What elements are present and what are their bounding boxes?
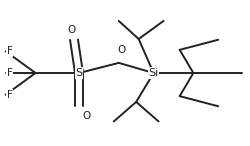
Text: F: F — [7, 90, 13, 100]
Text: O: O — [68, 25, 76, 35]
Text: Si: Si — [148, 68, 159, 78]
Text: F: F — [7, 46, 13, 56]
Text: O: O — [82, 111, 90, 121]
Text: F: F — [7, 68, 13, 78]
Text: S: S — [76, 68, 82, 78]
Text: O: O — [117, 45, 126, 55]
